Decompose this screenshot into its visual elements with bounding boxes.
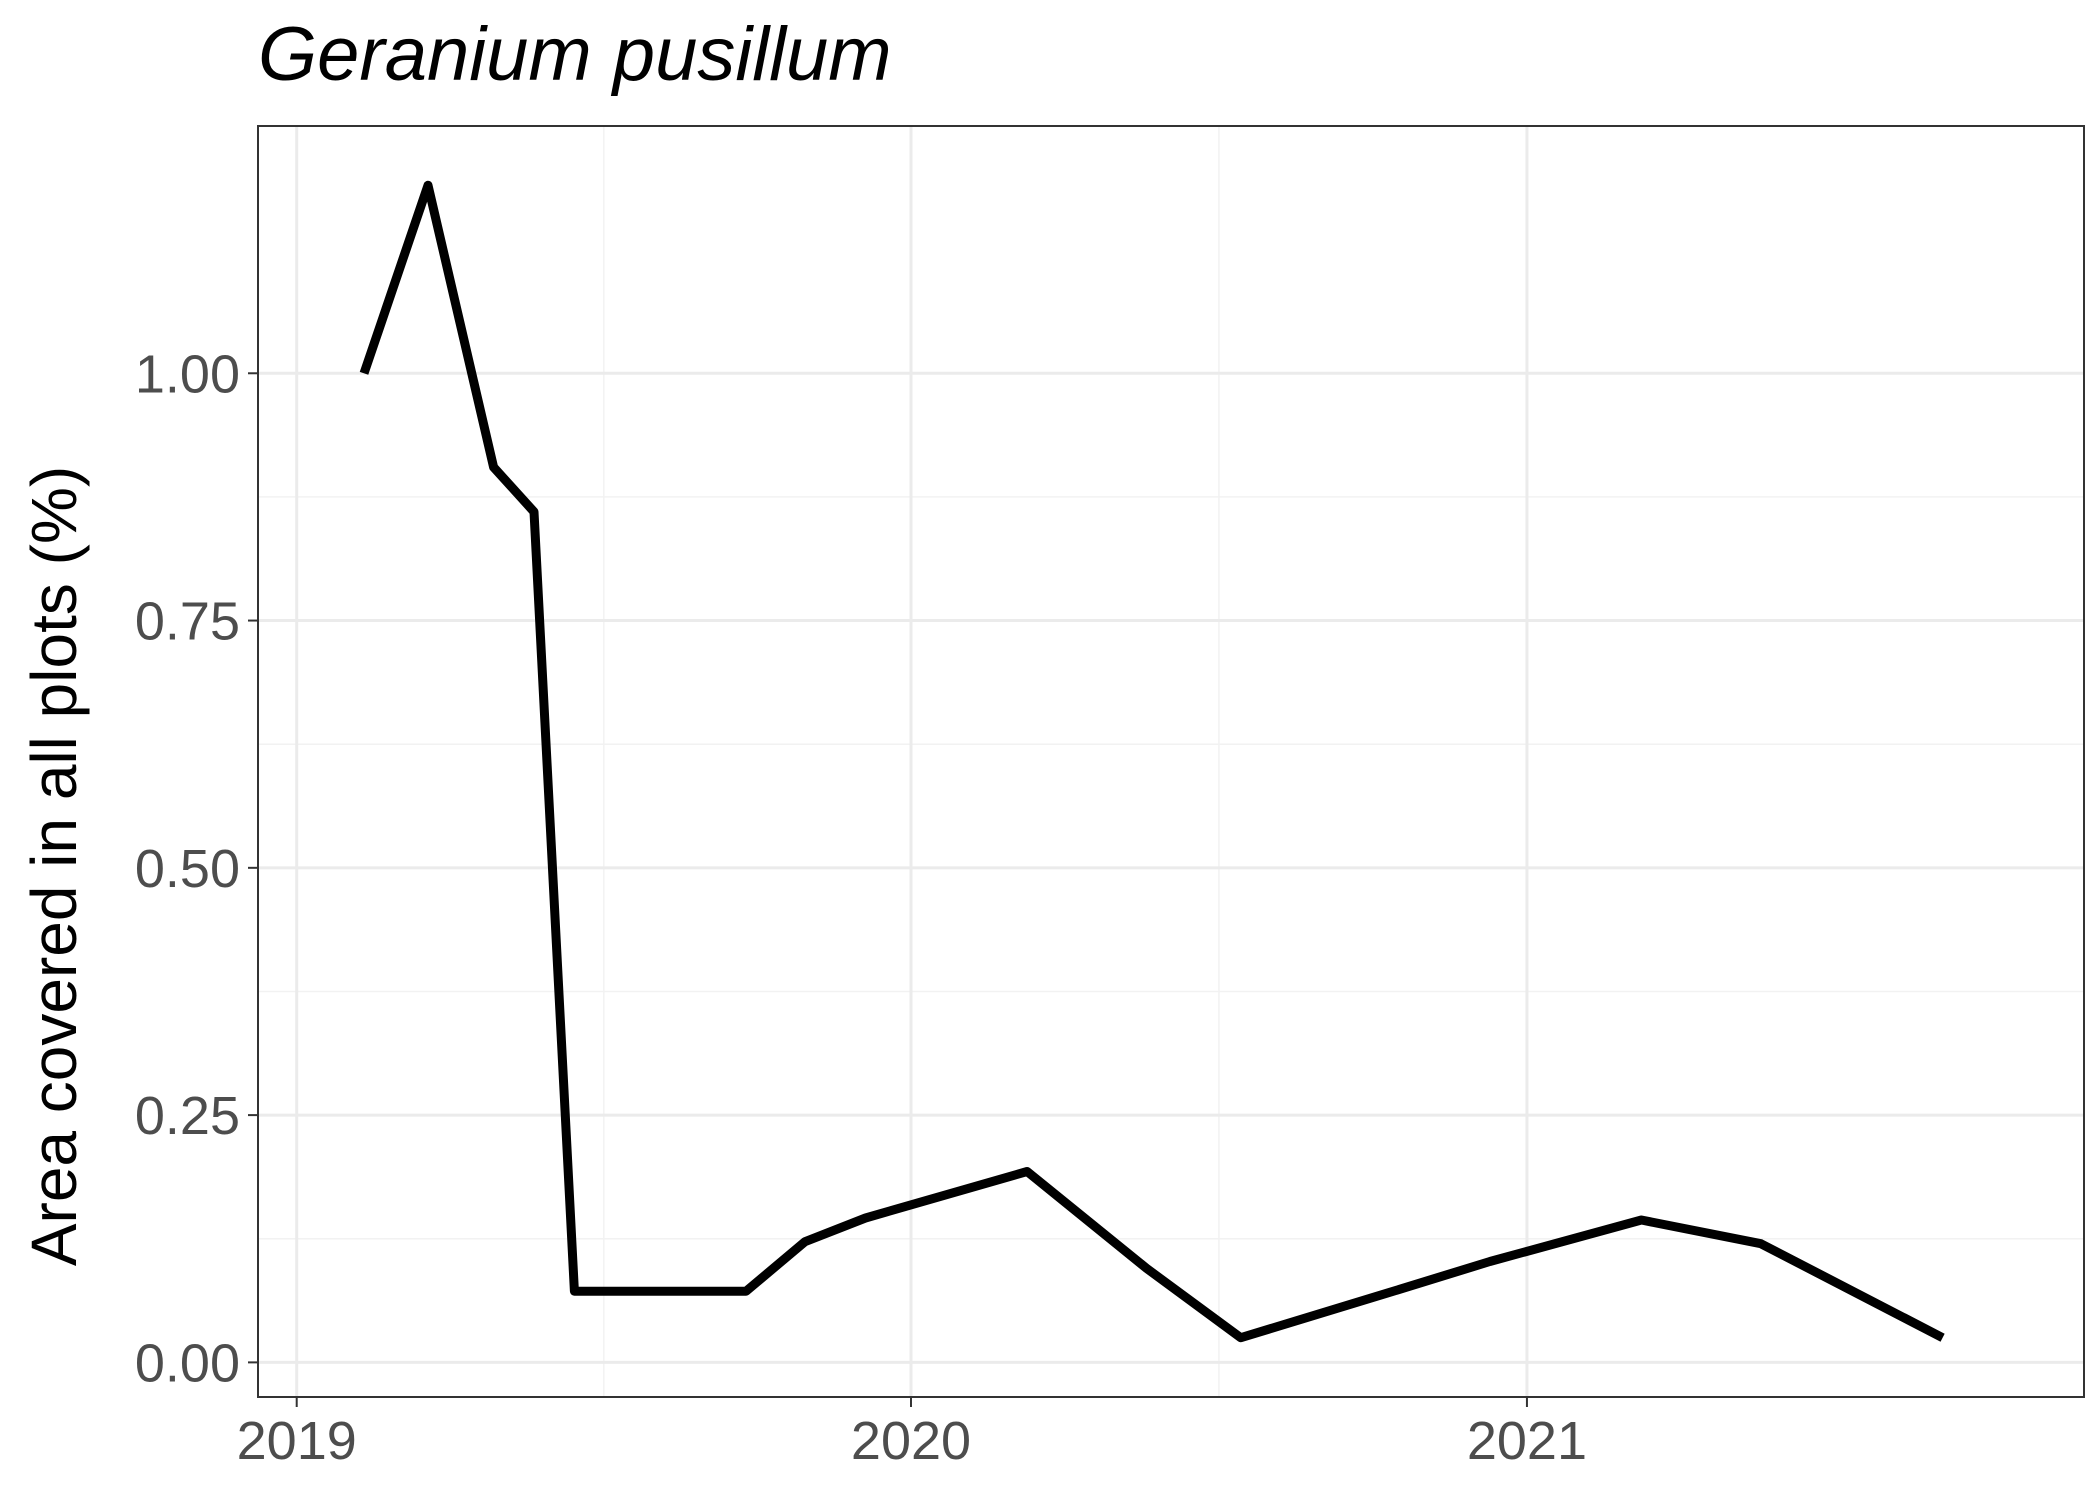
- series-layer: [364, 185, 1943, 1337]
- y-tick-label: 1.00: [135, 344, 240, 404]
- x-tick-label: 2020: [851, 1411, 971, 1471]
- x-tick-label: 2019: [237, 1411, 357, 1471]
- chart-title: Geranium pusillum: [258, 12, 892, 97]
- x-tick-label: 2021: [1467, 1411, 1587, 1471]
- y-tick-label: 0.75: [135, 592, 240, 652]
- plot-panel-border: [258, 126, 2084, 1397]
- y-axis-label: Area covered in all plots (%): [18, 466, 90, 1266]
- series-line: [364, 185, 1943, 1337]
- grid-layer: [258, 126, 2084, 1397]
- y-tick-label: 0.50: [135, 839, 240, 899]
- y-tick-label: 0.25: [135, 1086, 240, 1146]
- y-tick-label: 0.00: [135, 1333, 240, 1393]
